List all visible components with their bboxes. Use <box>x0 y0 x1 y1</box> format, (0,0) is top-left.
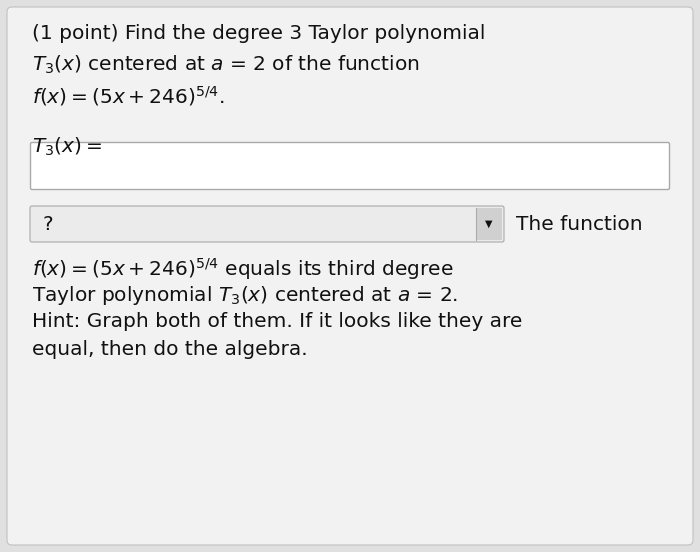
Text: Taylor polynomial $T_3(x)$ centered at $a$ = 2.: Taylor polynomial $T_3(x)$ centered at $… <box>32 284 458 307</box>
Text: The function: The function <box>516 215 643 233</box>
Text: Hint: Graph both of them. If it looks like they are: Hint: Graph both of them. If it looks li… <box>32 312 522 331</box>
Text: $f(x) = (5x + 246)^{5/4}$ equals its third degree: $f(x) = (5x + 246)^{5/4}$ equals its thi… <box>32 256 454 282</box>
FancyBboxPatch shape <box>7 7 693 545</box>
Text: $T_3(x) =$: $T_3(x) =$ <box>32 136 102 158</box>
Bar <box>476 208 502 240</box>
Text: $f(x) = (5x + 246)^{5/4}.$: $f(x) = (5x + 246)^{5/4}.$ <box>32 84 225 108</box>
Text: equal, then do the algebra.: equal, then do the algebra. <box>32 340 307 359</box>
Text: (1 point) Find the degree 3 Taylor polynomial: (1 point) Find the degree 3 Taylor polyn… <box>32 24 485 43</box>
Text: ▼: ▼ <box>485 219 493 229</box>
Text: ?: ? <box>42 215 52 233</box>
FancyBboxPatch shape <box>30 206 504 242</box>
FancyBboxPatch shape <box>31 142 669 189</box>
Text: $T_3(x)$ centered at $a$ = 2 of the function: $T_3(x)$ centered at $a$ = 2 of the func… <box>32 54 420 76</box>
